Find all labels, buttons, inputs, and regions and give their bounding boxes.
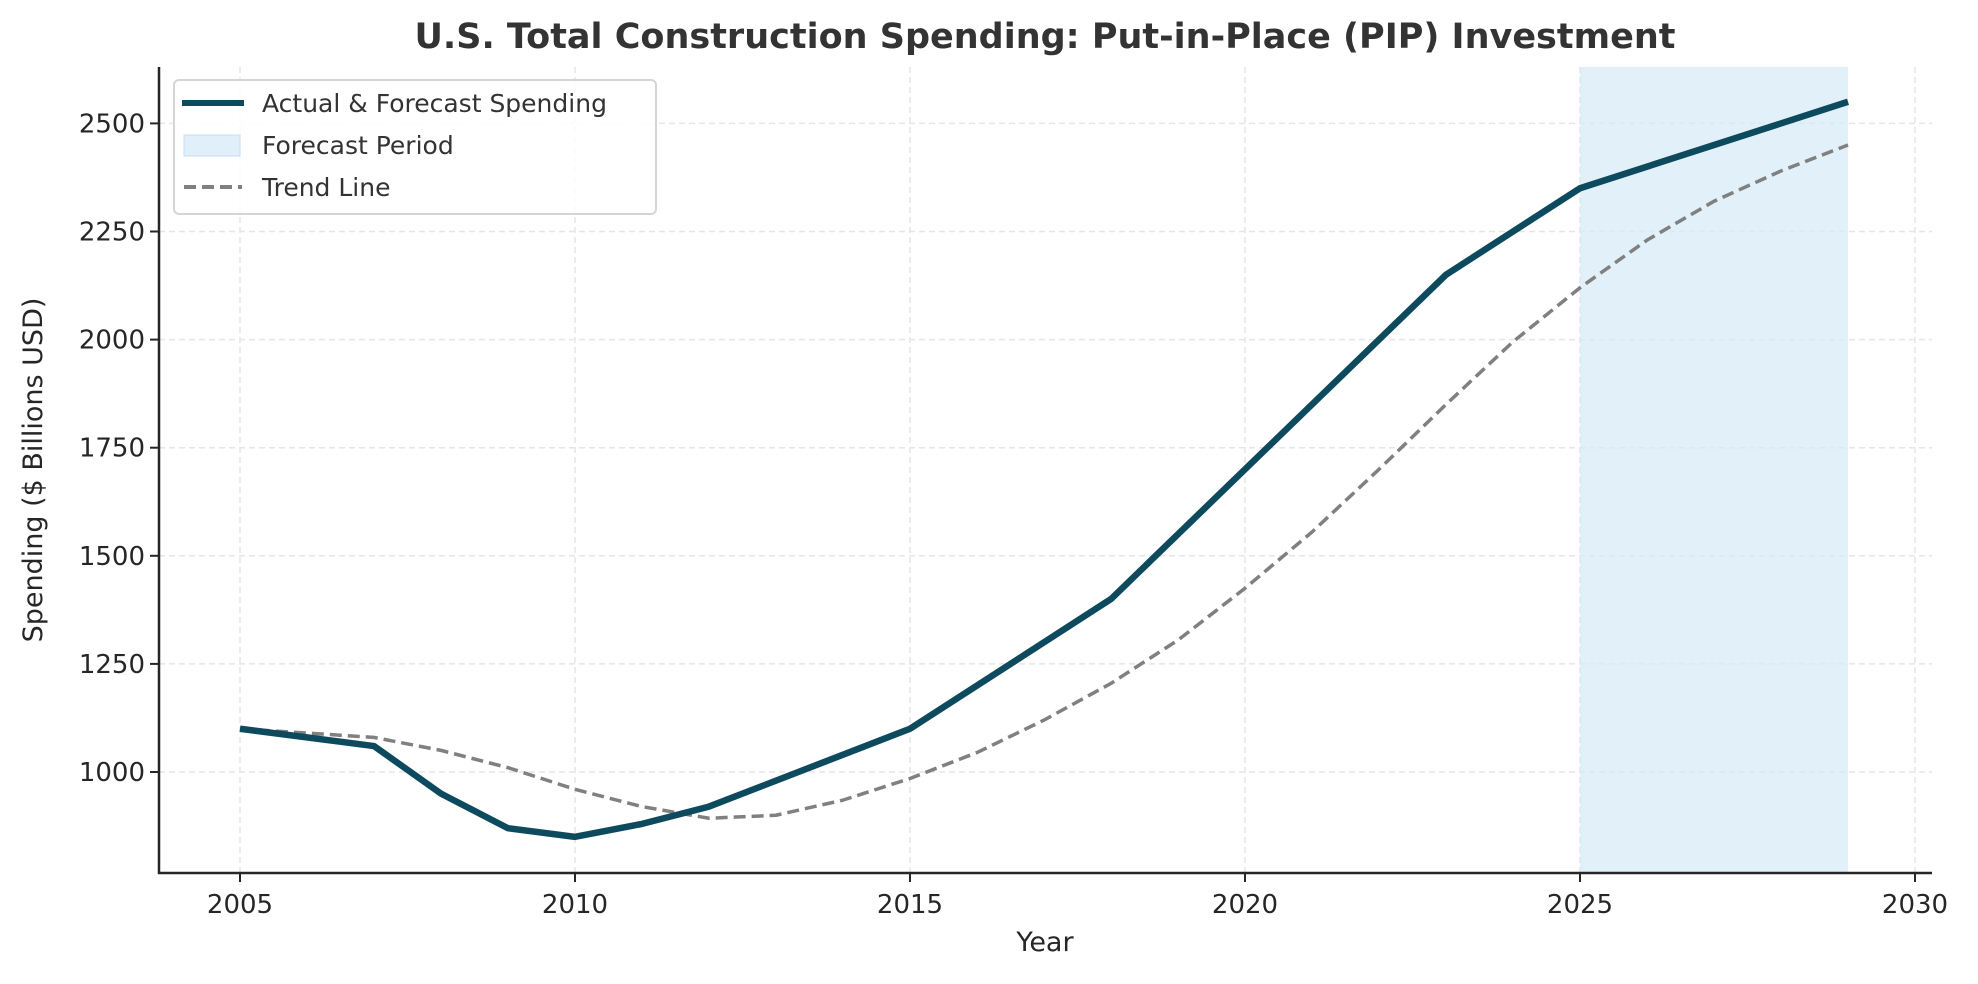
y-tick-label: 1750 [79,434,145,464]
legend: Actual & Forecast Spending Forecast Peri… [173,79,657,215]
y-axis-label: Spending ($ Billions USD) [18,298,49,643]
x-tick-label: 2020 [1212,890,1278,920]
axes: 2005 2010 2015 2020 2025 2030 1000 1250 1500 1750… [79,67,1948,920]
y-tick-label: 2500 [79,109,145,139]
y-tick-label: 1000 [79,758,145,788]
y-tick-label: 2000 [79,326,145,356]
y-tick-label: 1250 [79,650,145,680]
legend-label-forecast: Forecast Period [262,131,454,160]
x-tick-label: 2010 [542,890,608,920]
series-lines [239,98,1849,841]
y-tick-label: 1500 [79,542,145,572]
forecast-period-band [1580,67,1848,873]
x-axis-label: Year [1015,927,1074,958]
legend-label-trend: Trend Line [261,173,390,202]
x-tick-label: 2015 [877,890,943,920]
forecast-shading [1580,67,1848,873]
legend-box [173,79,657,215]
y-tick-label: 2250 [79,218,145,248]
chart-title: U.S. Total Construction Spending: Put-in… [415,17,1676,57]
x-tick-label: 2005 [207,890,273,920]
trend-line [239,143,1849,821]
actual-forecast-line [239,98,1849,841]
x-tick-label: 2025 [1547,890,1613,920]
legend-swatch-forecast [183,134,241,157]
legend-label-actual: Actual & Forecast Spending [262,89,607,118]
x-tick-label: 2030 [1882,890,1948,920]
